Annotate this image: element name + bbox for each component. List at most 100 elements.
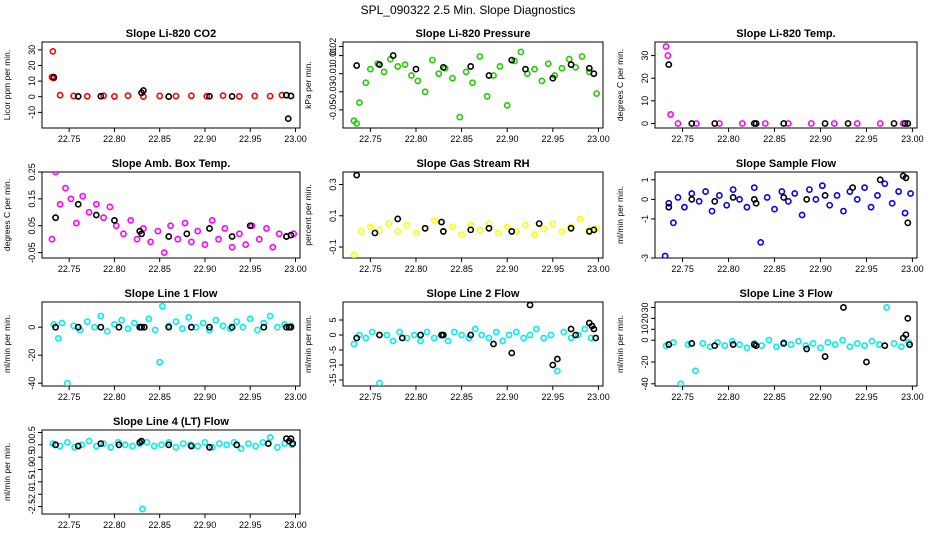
data-point	[876, 120, 884, 127]
x-tick-label: 22.75	[359, 134, 382, 144]
data-point	[366, 65, 374, 73]
data-point	[702, 188, 709, 195]
x-tick-label: 22.85	[148, 520, 171, 530]
highlight-point	[467, 331, 475, 339]
highlight-point	[97, 440, 105, 447]
x-tick-label: 23.00	[901, 264, 924, 274]
data-point	[91, 323, 98, 331]
highlight-point	[752, 199, 760, 207]
data-points	[662, 304, 914, 386]
data-point	[133, 235, 141, 243]
panel-title: Slope Li-820 CO2	[126, 28, 216, 40]
data-point	[890, 340, 898, 347]
data-point	[517, 48, 525, 56]
highlight-point	[688, 340, 696, 347]
panel-pressure: Slope Li-820 Pressure kPa per min. 22.75 22…	[303, 28, 610, 144]
data-point	[681, 203, 688, 211]
data-point	[540, 334, 548, 342]
data-point	[423, 328, 431, 336]
x-tick-label: 22.95	[542, 264, 565, 274]
data-point	[206, 326, 213, 334]
data-point	[824, 338, 832, 346]
x-tick-label: 23.00	[587, 264, 610, 274]
y-tick-label: -1	[640, 215, 650, 223]
highlight-point	[97, 323, 105, 331]
highlight-point	[439, 228, 447, 235]
data-point	[107, 443, 115, 451]
data-point	[252, 442, 260, 450]
highlight-point	[549, 74, 557, 82]
y-tick-label: -40	[640, 377, 650, 390]
data-point	[576, 215, 584, 223]
data-point	[791, 190, 799, 197]
y-tick-label: -10	[328, 358, 338, 371]
highlight-point	[353, 62, 361, 69]
data-point	[795, 337, 802, 345]
data-points	[350, 172, 601, 258]
data-point	[476, 53, 484, 60]
x-tick-label: 22.75	[359, 392, 382, 402]
panel-title: Slope Sample Flow	[736, 158, 837, 170]
data-point	[63, 379, 71, 386]
data-point	[223, 441, 231, 449]
plot-frame	[41, 301, 301, 387]
data-point	[430, 217, 438, 224]
x-tick-label: 22.90	[194, 264, 217, 274]
data-point	[699, 340, 707, 347]
highlight-point	[165, 233, 173, 240]
data-point	[758, 342, 766, 350]
x-tick-label: 22.95	[855, 264, 878, 274]
y-tick-label: 30	[640, 302, 650, 312]
data-point	[526, 331, 534, 339]
data-point	[408, 72, 415, 79]
data-point	[380, 68, 388, 76]
highlight-point	[729, 341, 737, 348]
data-point	[353, 120, 361, 127]
data-point	[160, 249, 168, 257]
highlight-point	[287, 323, 295, 331]
data-point	[83, 92, 91, 100]
data-points	[48, 172, 298, 257]
data-point	[255, 235, 263, 243]
x-tick-label: 22.85	[450, 134, 473, 144]
y-tick-label: 0.25	[27, 163, 37, 181]
x-tick-label: 22.95	[542, 392, 565, 402]
highlight-point	[665, 203, 673, 211]
x-tick-label: 22.75	[671, 264, 694, 274]
panel-title: Slope Line 4 (LT) Flow	[113, 416, 229, 428]
data-point	[179, 440, 187, 447]
highlight-point	[389, 52, 397, 59]
x-tick-label: 22.95	[239, 134, 262, 144]
data-point	[581, 325, 589, 333]
x-tick-label: 23.00	[284, 392, 307, 402]
x-tick-label: 22.90	[496, 134, 519, 144]
data-point	[130, 319, 138, 327]
data-point	[496, 63, 504, 70]
highlight-point	[572, 331, 580, 339]
data-point	[172, 318, 180, 325]
data-point	[478, 331, 486, 339]
highlight-point	[439, 63, 447, 71]
x-tick-label: 23.00	[284, 134, 307, 144]
data-point	[853, 340, 861, 347]
data-point	[830, 120, 838, 127]
data-point	[233, 318, 241, 325]
highlight-point	[711, 342, 719, 350]
data-point	[266, 434, 274, 441]
highlight-point	[549, 361, 557, 369]
data-point	[538, 77, 546, 85]
data-point	[738, 120, 746, 127]
data-point	[505, 331, 513, 339]
x-tick-label: 22.85	[763, 134, 786, 144]
data-point	[761, 120, 769, 127]
y-tick-label: 10	[640, 96, 650, 106]
y-tick-label: 0.3	[328, 178, 338, 191]
data-point	[67, 195, 75, 203]
panel-line1-flow: Slope Line 1 Flow ml/min per min. 22.75 22.…	[2, 288, 307, 402]
highlight-point	[585, 64, 593, 72]
panel-temp: Slope Li-820 Temp. degrees C per min. 22.7…	[615, 28, 924, 144]
data-point	[215, 235, 222, 243]
highlight-point	[74, 442, 82, 450]
data-point	[208, 443, 216, 451]
highlight-point	[74, 93, 82, 100]
